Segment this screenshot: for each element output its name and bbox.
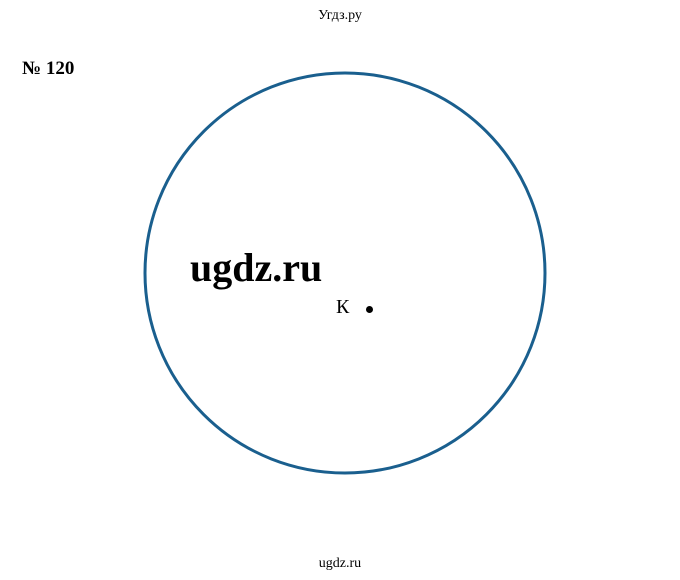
top-watermark: Угдз.ру (318, 8, 362, 24)
center-point-dot (366, 306, 373, 313)
problem-number: № 120 (22, 58, 74, 80)
center-point-label: К (336, 296, 349, 319)
center-watermark: ugdz.ru (190, 244, 322, 291)
bottom-watermark: ugdz.ru (319, 556, 361, 572)
